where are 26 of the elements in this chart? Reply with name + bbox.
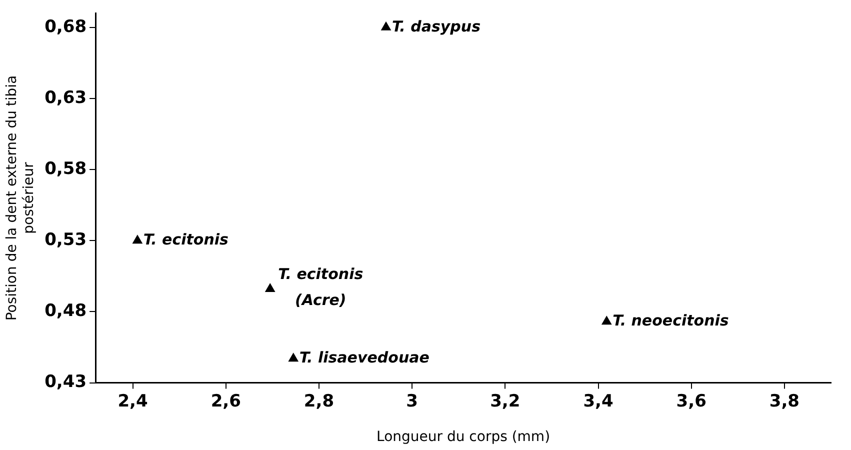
annotation: T. neoecitonis	[612, 312, 729, 330]
x-tick-label: 3,6	[676, 391, 706, 412]
annotation: T. dasypus	[392, 17, 481, 36]
x-tick-label: 2,8	[304, 391, 334, 412]
y-tick-label: 0,53	[44, 230, 87, 250]
x-tick-label: 3	[406, 391, 418, 412]
annotation: T. ecitonis (Acre)	[278, 264, 364, 309]
x-tick-label: 2,6	[210, 391, 241, 412]
x-axis-title: Longueur du corps (mm)	[376, 429, 550, 446]
y-tick-label: 0,63	[44, 88, 87, 108]
x-tick-label: 2,4	[118, 391, 148, 412]
y-tick-label: 0,43	[44, 372, 87, 392]
point	[265, 283, 275, 292]
point	[288, 353, 298, 362]
annotation: T. ecitonis	[143, 230, 229, 249]
y-axis-title: Position de la dent externe du tibia postérieur	[4, 75, 37, 321]
y-tick-label: 0,58	[44, 158, 87, 179]
y-tick-label: 0,68	[44, 16, 87, 37]
point	[381, 22, 391, 30]
y-tick-label: 0,48	[44, 301, 87, 322]
annotation: T. lisaevedouae	[299, 348, 430, 367]
x-tick-label: 3,2	[490, 391, 520, 412]
point	[132, 235, 142, 244]
x-tick-label: 3,8	[769, 391, 800, 412]
x-tick-label: 3,4	[583, 391, 614, 412]
point	[602, 316, 612, 325]
